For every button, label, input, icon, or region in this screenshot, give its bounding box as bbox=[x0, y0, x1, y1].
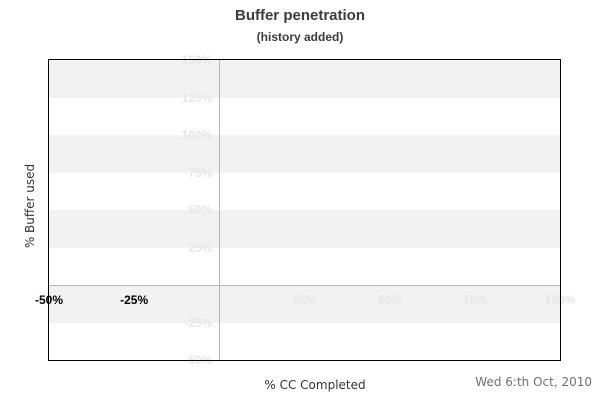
plot-area: 150% 125% 100% 75% 50% 25% -25% -50% -50% -25% 25%… bbox=[35, 53, 575, 367]
x-tick-label: 50% bbox=[377, 293, 402, 307]
x-zero-gridline bbox=[218, 60, 220, 360]
y-tick-label: 100% bbox=[181, 128, 213, 142]
x-tick-label: -25% bbox=[120, 293, 149, 307]
y-tick-label: 150% bbox=[181, 53, 213, 67]
y-tick-label: -25% bbox=[184, 315, 213, 330]
x-tick-label: 100% bbox=[544, 293, 576, 307]
y-tick-label: 125% bbox=[181, 90, 213, 105]
chart-subtitle: (history added) bbox=[256, 30, 344, 44]
x-tick-label: 75% bbox=[462, 293, 487, 307]
chart-title: Buffer penetration bbox=[234, 7, 365, 24]
y-tick-label: 50% bbox=[188, 203, 213, 217]
plot-band bbox=[49, 135, 560, 173]
x-tick-label: -50% bbox=[34, 293, 63, 307]
y-tick-label: 25% bbox=[188, 240, 213, 255]
y-tick-label: -50% bbox=[184, 353, 213, 367]
y-tick-label: 75% bbox=[188, 165, 213, 180]
plot-band bbox=[49, 285, 560, 323]
x-axis-title: % CC Completed bbox=[264, 378, 366, 392]
plot-band bbox=[49, 60, 560, 98]
y-zero-gridline bbox=[49, 284, 560, 286]
plot-band bbox=[49, 210, 560, 248]
x-tick-label: 25% bbox=[292, 293, 317, 307]
y-axis-title: % Buffer used bbox=[23, 163, 37, 249]
date-label: Wed 6:th Oct, 2010 bbox=[475, 375, 592, 389]
